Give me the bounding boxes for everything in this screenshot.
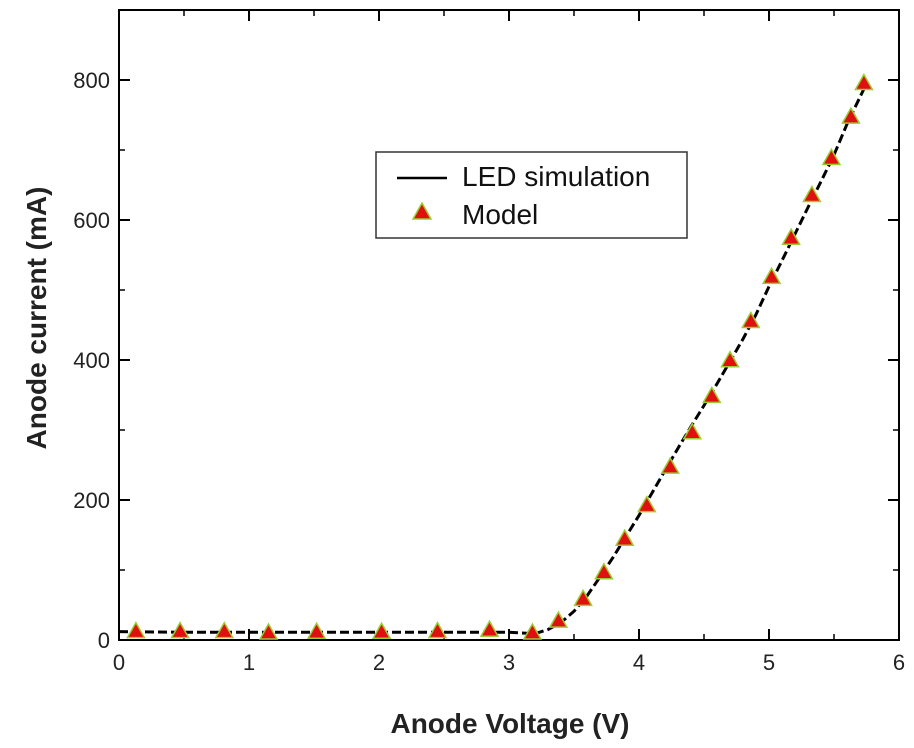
model-point xyxy=(637,495,657,513)
model-point xyxy=(781,227,801,245)
legend-label-led-simulation: LED simulation xyxy=(462,161,650,192)
y-tick-label: 600 xyxy=(73,208,110,233)
model-point xyxy=(548,610,569,628)
model-point xyxy=(841,106,861,124)
model-point xyxy=(702,385,722,404)
x-tick-label: 3 xyxy=(503,650,515,675)
y-tick-label: 0 xyxy=(98,628,110,653)
x-tick-label: 0 xyxy=(113,650,125,675)
model-point xyxy=(720,350,740,368)
model-point xyxy=(170,621,190,639)
y-tick-label: 200 xyxy=(73,488,110,513)
model-point xyxy=(427,621,448,639)
x-tick-label: 1 xyxy=(243,650,255,675)
tick-labels: 0 1 2 3 4 5 6 0 200 400 600 800 xyxy=(73,68,905,675)
x-axis-title: Anode Voltage (V) xyxy=(390,708,629,739)
model-point xyxy=(258,622,279,640)
legend: LED simulation Model xyxy=(375,151,688,239)
model-point xyxy=(761,266,782,285)
model-point xyxy=(821,147,842,166)
model-point xyxy=(741,310,761,329)
model-point xyxy=(614,528,635,546)
legend-label-model: Model xyxy=(462,199,538,230)
model-point xyxy=(573,588,593,607)
axis-ticks xyxy=(118,10,900,641)
x-tick-label: 6 xyxy=(893,650,905,675)
plot-frame xyxy=(118,9,900,641)
model-point xyxy=(660,456,680,474)
legend-triangle-icon xyxy=(411,201,433,220)
y-tick-label: 800 xyxy=(73,68,110,93)
model-point xyxy=(371,621,392,640)
y-axis-title: Anode current (mA) xyxy=(21,187,52,450)
series-model xyxy=(126,72,874,640)
model-point xyxy=(126,621,146,639)
model-point xyxy=(594,562,614,580)
model-point xyxy=(522,622,543,640)
model-point xyxy=(479,619,500,637)
legend-box xyxy=(375,151,688,239)
model-point xyxy=(682,422,703,440)
model-point xyxy=(854,72,874,91)
model-point xyxy=(214,621,235,639)
x-tick-label: 4 xyxy=(633,650,645,675)
y-tick-label: 400 xyxy=(73,348,110,373)
x-tick-label: 2 xyxy=(373,650,385,675)
plot-area-border xyxy=(118,9,900,641)
model-point xyxy=(802,184,822,203)
model-point xyxy=(306,621,327,640)
x-tick-label: 5 xyxy=(763,650,775,675)
